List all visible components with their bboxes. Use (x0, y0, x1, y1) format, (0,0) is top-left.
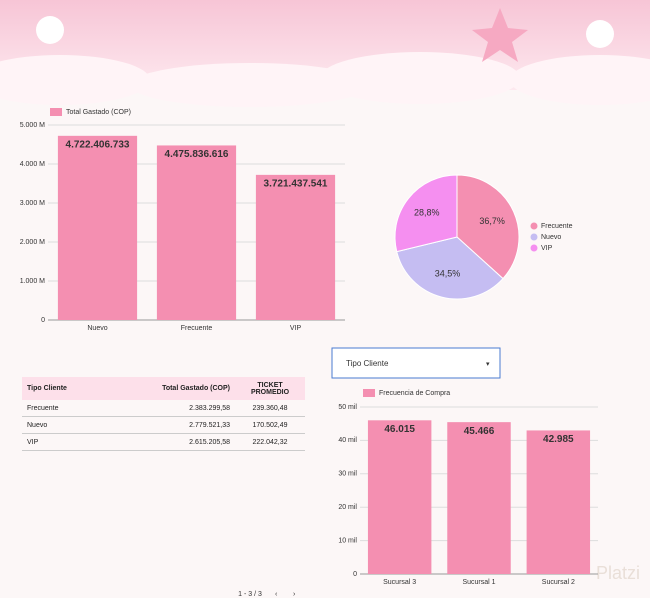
table-cell: 222.042,32 (235, 433, 305, 451)
watermark: Platzi (596, 563, 640, 583)
y-tick-label: 1.000 M (20, 278, 45, 285)
table-header: Tipo Cliente (22, 377, 106, 400)
table-cell: 170.502,49 (235, 416, 305, 434)
y-tick-label: 40 mil (338, 437, 357, 444)
y-tick-label: 20 mil (338, 504, 357, 511)
bar (156, 145, 237, 320)
x-tick-label: Frecuente (181, 325, 213, 332)
y-tick-label: 3.000 M (20, 200, 45, 207)
legend-label: Total Gastado (COP) (66, 109, 131, 116)
y-tick-label: 0 (41, 317, 45, 324)
x-tick-label: Sucursal 3 (383, 579, 416, 586)
x-tick-label: VIP (290, 325, 302, 332)
dropdown-box[interactable] (331, 347, 501, 379)
legend-label: Frecuente (541, 223, 573, 230)
legend-swatch (363, 389, 375, 397)
slice-label: 36,7% (479, 216, 505, 226)
value-label: 4.722.406.733 (66, 139, 130, 150)
table-cell: Frecuente (22, 400, 106, 417)
table-cell: Nuevo (22, 416, 106, 434)
legend-marker (530, 233, 538, 241)
x-tick-label: Sucursal 1 (462, 579, 495, 586)
legend-swatch (50, 108, 62, 116)
table-cell: 2.383.299,58 (105, 400, 235, 417)
table-row: VIP 2.615.205,58 222.042,32 (22, 433, 305, 451)
table-header: TICKET PROMEDIO (235, 377, 305, 400)
value-label: 46.015 (384, 424, 415, 435)
pager-next[interactable]: › (293, 591, 296, 598)
y-tick-label: 4.000 M (20, 161, 45, 168)
y-tick-label: 5.000 M (20, 122, 45, 129)
table-row: Nuevo 2.779.521,33 170.502,49 (22, 416, 305, 434)
table-cell: 239.360,48 (235, 400, 305, 417)
y-tick-label: 10 mil (338, 537, 357, 544)
value-label: 42.985 (543, 434, 574, 445)
bar (255, 174, 336, 320)
x-tick-label: Sucursal 2 (542, 579, 575, 586)
data-table: Tipo Cliente Total Gastado (COP) TICKET … (22, 377, 305, 451)
y-tick-label: 2.000 M (20, 239, 45, 246)
table-cell: 2.779.521,33 (105, 416, 235, 434)
dropdown-label[interactable]: Tipo Cliente (346, 359, 389, 368)
legend-label: Frecuencia de Compra (379, 390, 450, 397)
pie-slice (394, 174, 458, 253)
pager-label: 1 - 3 / 3 (238, 591, 262, 598)
table-row: Frecuente 2.383.299,58 239.360,48 (22, 400, 305, 417)
y-tick-label: 30 mil (338, 471, 357, 478)
bar (367, 420, 432, 574)
banner (0, 0, 650, 107)
table-cell: VIP (22, 433, 106, 451)
bar (447, 422, 511, 574)
legend-marker (530, 222, 538, 230)
slice-label: 28,8% (414, 208, 440, 218)
legend-marker (530, 244, 538, 252)
pie-slice (456, 174, 520, 280)
value-label: 3.721.437.541 (264, 179, 328, 190)
table-cell: 2.615.205,58 (105, 433, 235, 451)
y-tick-label: 0 (353, 571, 357, 578)
dropdown-arrow[interactable]: ▾ (486, 361, 490, 368)
bar (526, 430, 591, 574)
pager-prev[interactable]: ‹ (275, 591, 278, 598)
x-tick-label: Nuevo (87, 325, 107, 332)
y-tick-label: 50 mil (338, 404, 357, 411)
table-header: Total Gastado (COP) (105, 377, 235, 400)
legend-label: VIP (541, 245, 553, 252)
slice-label: 34,5% (435, 269, 461, 279)
bar (57, 135, 138, 320)
value-label: 4.475.836.616 (165, 149, 229, 160)
pie-slice (396, 236, 504, 300)
value-label: 45.466 (464, 426, 495, 437)
legend-label: Nuevo (541, 234, 561, 241)
